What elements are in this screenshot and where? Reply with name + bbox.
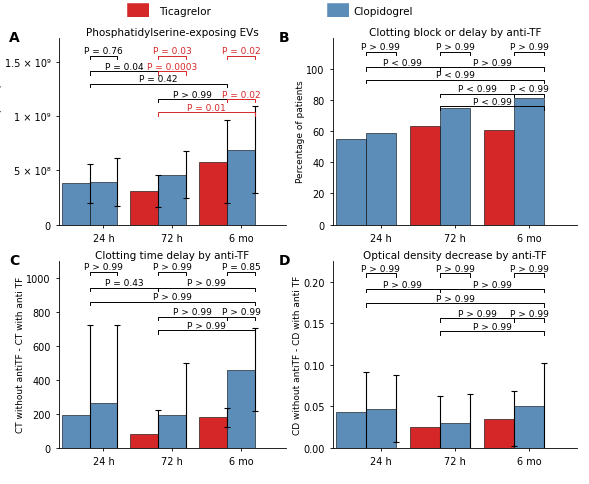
Text: C: C [9,254,19,268]
Text: P = 0.01: P = 0.01 [187,104,226,112]
Text: P > 0.99: P > 0.99 [509,264,548,273]
Bar [131,434,158,448]
Text: P > 0.99: P > 0.99 [472,322,511,331]
Bar [227,151,255,225]
Title: Phosphatidylserine-exposing EVs: Phosphatidylserine-exposing EVs [86,28,259,38]
Bar [514,99,544,225]
Bar [410,427,440,448]
Text: P > 0.99: P > 0.99 [435,43,475,52]
Text: P = 0.03: P = 0.03 [153,47,191,56]
Text: P = 0.02: P = 0.02 [222,91,260,99]
Bar [90,183,117,225]
Text: D: D [279,254,290,268]
Text: P < 0.99: P < 0.99 [383,59,422,68]
Text: P > 0.99: P > 0.99 [472,59,511,68]
Text: P > 0.99: P > 0.99 [362,264,401,273]
Bar [62,184,90,225]
Bar [514,406,544,448]
Text: P > 0.99: P > 0.99 [84,263,123,272]
Text: P > 0.99: P > 0.99 [435,294,475,303]
Text: P > 0.99: P > 0.99 [383,280,422,289]
Bar [366,134,396,225]
Text: Clopidogrel: Clopidogrel [353,7,413,17]
Bar [62,415,90,448]
Bar [440,108,470,225]
Text: P = 0.85: P = 0.85 [221,263,260,272]
Title: Clotting time delay by anti-TF: Clotting time delay by anti-TF [95,251,249,260]
Bar [227,370,255,448]
Text: P > 0.99: P > 0.99 [187,321,226,330]
Y-axis label: CT without antiTF - CT with anti TF: CT without antiTF - CT with anti TF [16,276,25,433]
Bar [90,403,117,448]
Text: P > 0.99: P > 0.99 [153,263,192,272]
Bar [336,140,366,225]
Text: P > 0.99: P > 0.99 [221,308,260,317]
Y-axis label: Percentage of patients: Percentage of patients [296,81,305,183]
Text: P > 0.99: P > 0.99 [173,91,212,99]
Bar [158,175,186,225]
Title: Optical density decrease by anti-TF: Optical density decrease by anti-TF [363,251,547,260]
Text: P < 0.99: P < 0.99 [472,97,511,106]
Text: P > 0.99: P > 0.99 [472,280,511,289]
Text: A: A [9,31,20,45]
Bar [158,415,186,448]
Text: P > 0.99: P > 0.99 [458,309,497,318]
Bar [366,409,396,448]
Y-axis label: Concentration (mL⁻¹): Concentration (mL⁻¹) [0,84,4,180]
Text: P = 0.43: P = 0.43 [105,279,143,288]
Text: P > 0.99: P > 0.99 [187,279,226,288]
Bar [199,162,227,225]
Text: P = 0.02: P = 0.02 [222,47,260,56]
Bar [484,419,514,448]
Text: P < 0.99: P < 0.99 [509,85,548,94]
Text: P < 0.99: P < 0.99 [458,85,497,94]
Text: P > 0.99: P > 0.99 [435,264,475,273]
Bar [199,418,227,448]
Text: P = 0.76: P = 0.76 [84,47,123,56]
Text: P > 0.99: P > 0.99 [153,292,192,302]
Text: P < 0.99: P < 0.99 [435,71,475,80]
Bar [336,412,366,448]
Bar [410,127,440,225]
Text: P = 0.0003: P = 0.0003 [147,63,197,72]
Text: P = 0.42: P = 0.42 [139,75,178,84]
Bar [484,130,514,225]
Title: Clotting block or delay by anti-TF: Clotting block or delay by anti-TF [369,28,541,38]
Y-axis label: CD without antiTF - CD with anti TF: CD without antiTF - CD with anti TF [293,275,302,434]
Text: P > 0.99: P > 0.99 [509,309,548,318]
Text: B: B [279,31,290,45]
Text: P > 0.99: P > 0.99 [509,43,548,52]
Bar [440,423,470,448]
Bar [131,192,158,225]
Text: Ticagrelor: Ticagrelor [159,7,211,17]
Text: P > 0.99: P > 0.99 [173,308,212,317]
Text: P > 0.99: P > 0.99 [362,43,401,52]
Text: P = 0.04: P = 0.04 [105,63,143,72]
